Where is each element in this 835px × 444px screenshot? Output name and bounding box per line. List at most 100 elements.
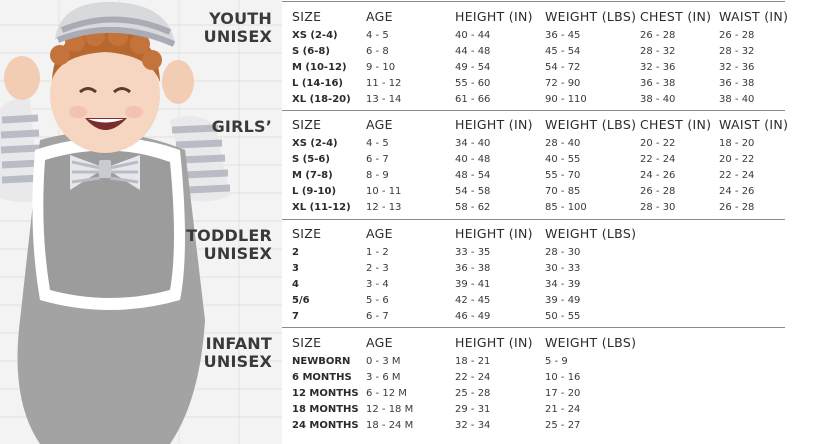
girls-size-table: SIZE AGE HEIGHT (IN) WEIGHT (LBS) CHEST … bbox=[292, 115, 789, 215]
waist-cell: 24 - 26 bbox=[719, 185, 755, 197]
weight-cell: 28 - 30 bbox=[545, 247, 581, 259]
table-row: S (6-8) 6 - 8 44 - 48 45 - 54 28 - 32 28… bbox=[292, 44, 789, 60]
age-cell: 3 - 4 bbox=[366, 278, 389, 290]
height-cell: 22 - 24 bbox=[455, 372, 491, 384]
waist-cell: 20 - 22 bbox=[719, 154, 755, 166]
chest-cell: 22 - 24 bbox=[640, 154, 676, 166]
toddler-unisex-size-table: SIZE AGE HEIGHT (IN) WEIGHT (LBS) 2 1 - … bbox=[292, 224, 640, 324]
chest-cell: 28 - 30 bbox=[640, 201, 676, 213]
divider-line bbox=[282, 110, 785, 111]
size-cell: 24 MONTHS bbox=[292, 419, 359, 431]
size-cell: M (7-8) bbox=[292, 169, 333, 181]
chest-cell: 36 - 38 bbox=[640, 77, 676, 89]
table-row: 3 2 - 3 36 - 38 30 - 33 bbox=[292, 261, 640, 277]
size-cell: 7 bbox=[292, 310, 299, 322]
column-header-size: SIZE bbox=[292, 334, 322, 350]
weight-cell: 40 - 55 bbox=[545, 154, 581, 166]
age-cell: 11 - 12 bbox=[366, 77, 402, 89]
right-arm bbox=[170, 116, 231, 202]
waist-cell: 18 - 20 bbox=[719, 138, 755, 150]
height-cell: 29 - 31 bbox=[455, 403, 491, 415]
size-cell: XS (2-4) bbox=[292, 30, 338, 42]
section-label-toddler-unisex: TODDLER UNISEX bbox=[180, 227, 272, 263]
table-row: NEWBORN 0 - 3 M 18 - 21 5 - 9 bbox=[292, 354, 640, 370]
column-header-weight: WEIGHT (LBS) bbox=[545, 334, 637, 350]
height-cell: 40 - 48 bbox=[455, 154, 491, 166]
table-row: XL (18-20) 13 - 14 61 - 66 90 - 110 38 -… bbox=[292, 91, 789, 107]
age-cell: 6 - 8 bbox=[366, 46, 389, 58]
youth-unisex-size-table: SIZE AGE HEIGHT (IN) WEIGHT (LBS) CHEST … bbox=[292, 7, 789, 107]
column-header-size: SIZE bbox=[292, 225, 322, 241]
size-cell: S (5-6) bbox=[292, 154, 330, 166]
bow-tie bbox=[70, 155, 140, 190]
height-cell: 58 - 62 bbox=[455, 201, 491, 213]
age-cell: 1 - 2 bbox=[366, 247, 389, 259]
face bbox=[50, 37, 160, 153]
column-header-age: AGE bbox=[366, 8, 393, 24]
size-cell: 12 MONTHS bbox=[292, 387, 359, 399]
size-cell: 4 bbox=[292, 278, 299, 290]
child-illustration bbox=[0, 1, 231, 444]
age-cell: 6 - 12 M bbox=[366, 387, 407, 399]
height-cell: 42 - 45 bbox=[455, 294, 491, 306]
age-cell: 10 - 11 bbox=[366, 185, 402, 197]
table-row: 24 MONTHS 18 - 24 M 32 - 34 25 - 27 bbox=[292, 417, 640, 433]
weight-cell: 70 - 85 bbox=[545, 185, 581, 197]
waist-cell: 38 - 40 bbox=[719, 93, 755, 105]
height-cell: 49 - 54 bbox=[455, 61, 491, 73]
height-cell: 32 - 34 bbox=[455, 419, 491, 431]
age-cell: 12 - 13 bbox=[366, 201, 402, 213]
size-cell: L (9-10) bbox=[292, 185, 337, 197]
table-row: XS (2-4) 4 - 5 34 - 40 28 - 40 20 - 22 1… bbox=[292, 136, 789, 152]
table-row: 6 MONTHS 3 - 6 M 22 - 24 10 - 16 bbox=[292, 370, 640, 386]
height-cell: 36 - 38 bbox=[455, 263, 491, 275]
table-row: M (7-8) 8 - 9 48 - 54 55 - 70 24 - 26 22… bbox=[292, 168, 789, 184]
size-cell: S (6-8) bbox=[292, 46, 330, 58]
table-row: 18 MONTHS 12 - 18 M 29 - 31 21 - 24 bbox=[292, 401, 640, 417]
table-row: XS (2-4) 4 - 5 40 - 44 36 - 45 26 - 28 2… bbox=[292, 28, 789, 44]
section-label-line: INFANT bbox=[205, 334, 272, 353]
height-cell: 44 - 48 bbox=[455, 46, 491, 58]
chest-cell: 24 - 26 bbox=[640, 169, 676, 181]
weight-cell: 21 - 24 bbox=[545, 403, 581, 415]
waist-cell: 26 - 28 bbox=[719, 30, 755, 42]
column-header-height: HEIGHT (IN) bbox=[455, 334, 533, 350]
table-header-row: SIZE AGE HEIGHT (IN) WEIGHT (LBS) bbox=[292, 333, 640, 351]
column-header-size: SIZE bbox=[292, 8, 322, 24]
weight-cell: 28 - 40 bbox=[545, 138, 581, 150]
column-header-waist: WAIST (IN) bbox=[719, 116, 789, 132]
table-header-row: SIZE AGE HEIGHT (IN) WEIGHT (LBS) bbox=[292, 224, 640, 242]
age-cell: 18 - 24 M bbox=[366, 419, 414, 431]
height-cell: 54 - 58 bbox=[455, 185, 491, 197]
column-header-weight: WEIGHT (LBS) bbox=[545, 116, 637, 132]
size-cell: XL (18-20) bbox=[292, 93, 351, 105]
section-label-girls: GIRLS’ bbox=[180, 118, 272, 136]
weight-cell: 34 - 39 bbox=[545, 278, 581, 290]
waist-cell: 22 - 24 bbox=[719, 169, 755, 181]
weight-cell: 54 - 72 bbox=[545, 61, 581, 73]
size-cell: 5/6 bbox=[292, 294, 310, 306]
height-cell: 18 - 21 bbox=[455, 356, 491, 368]
size-cell: 6 MONTHS bbox=[292, 372, 352, 384]
column-header-weight: WEIGHT (LBS) bbox=[545, 225, 637, 241]
height-cell: 48 - 54 bbox=[455, 169, 491, 181]
table-header-row: SIZE AGE HEIGHT (IN) WEIGHT (LBS) CHEST … bbox=[292, 7, 789, 25]
table-row: XL (11-12) 12 - 13 58 - 62 85 - 100 28 -… bbox=[292, 199, 789, 215]
column-header-size: SIZE bbox=[292, 116, 322, 132]
table-row: 5/6 5 - 6 42 - 45 39 - 49 bbox=[292, 292, 640, 308]
size-cell: 2 bbox=[292, 247, 299, 259]
column-header-height: HEIGHT (IN) bbox=[455, 225, 533, 241]
table-row: L (9-10) 10 - 11 54 - 58 70 - 85 26 - 28… bbox=[292, 183, 789, 199]
section-label-line: UNISEX bbox=[203, 352, 272, 371]
chest-cell: 32 - 36 bbox=[640, 61, 676, 73]
chest-cell: 20 - 22 bbox=[640, 138, 676, 150]
weight-cell: 5 - 9 bbox=[545, 356, 568, 368]
weight-cell: 30 - 33 bbox=[545, 263, 581, 275]
height-cell: 34 - 40 bbox=[455, 138, 491, 150]
divider-line bbox=[282, 1, 785, 2]
age-cell: 3 - 6 M bbox=[366, 372, 401, 384]
column-header-age: AGE bbox=[366, 116, 393, 132]
weight-cell: 85 - 100 bbox=[545, 201, 587, 213]
chest-cell: 26 - 28 bbox=[640, 185, 676, 197]
age-cell: 8 - 9 bbox=[366, 169, 389, 181]
